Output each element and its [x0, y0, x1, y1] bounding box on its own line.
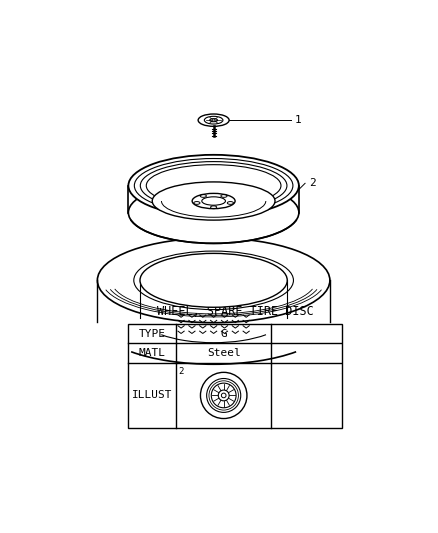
Circle shape: [218, 390, 229, 401]
Ellipse shape: [198, 114, 229, 126]
Ellipse shape: [192, 193, 235, 208]
Text: ILLUST: ILLUST: [132, 391, 173, 400]
Circle shape: [207, 378, 241, 413]
Text: MATL: MATL: [139, 348, 166, 358]
Text: G: G: [220, 329, 227, 339]
Circle shape: [211, 383, 236, 408]
Ellipse shape: [204, 116, 223, 124]
Text: WHEEL, SPARE TIRE DISC: WHEEL, SPARE TIRE DISC: [156, 305, 313, 318]
Ellipse shape: [152, 182, 275, 220]
Ellipse shape: [128, 155, 299, 216]
Text: 1: 1: [295, 115, 302, 125]
Text: 2: 2: [309, 179, 316, 188]
Text: TYPE: TYPE: [139, 329, 166, 339]
Text: Steel: Steel: [207, 348, 240, 358]
Circle shape: [201, 373, 247, 418]
Text: 2: 2: [179, 367, 184, 376]
Ellipse shape: [128, 182, 299, 244]
Ellipse shape: [210, 119, 218, 122]
Ellipse shape: [140, 253, 287, 308]
Bar: [128, 324, 342, 428]
Ellipse shape: [97, 238, 330, 322]
Ellipse shape: [202, 197, 226, 205]
Circle shape: [221, 393, 226, 398]
